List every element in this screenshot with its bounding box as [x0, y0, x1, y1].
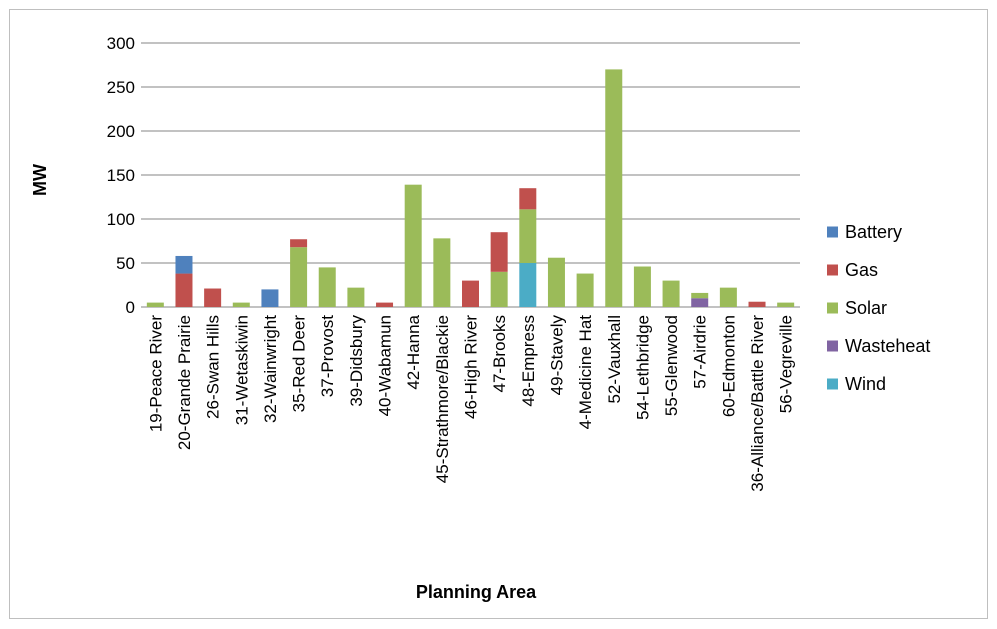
x-tick-label: 54-Lethbridge: [633, 315, 652, 420]
bars: [146, 69, 795, 308]
y-tick-label: 150: [107, 166, 135, 185]
legend-label-solar: Solar: [845, 298, 887, 318]
y-tick-label: 250: [107, 78, 135, 97]
x-tick-label: 57-Airdrie: [691, 315, 710, 389]
bar-solar-14: [547, 257, 565, 307]
x-tick-label: 49-Stavely: [547, 315, 566, 396]
x-tick-label: 52-Vauxhall: [605, 315, 624, 404]
x-tick-label: 39-Didsbury: [347, 315, 366, 407]
bar-solar-6: [318, 267, 336, 307]
x-axis-title: Planning Area: [416, 582, 537, 602]
x-tick-label: 4-Medicine Hat: [576, 315, 595, 430]
y-tick-label: 0: [126, 298, 135, 317]
legend-swatch-battery: [827, 226, 838, 238]
x-tick-label: 42-Hanna: [404, 314, 423, 389]
x-tick-label: 46-High River: [462, 315, 481, 419]
bar-solar-17: [633, 266, 651, 307]
x-tick-labels: 19-Peace River 20-Grande Prairie 26-Swan H…: [146, 314, 795, 491]
x-tick-label: 47-Brooks: [490, 315, 509, 392]
bar-gas-12: [490, 232, 508, 272]
x-tick-label: 20-Grande Prairie: [175, 315, 194, 450]
bar-gas-11: [462, 280, 479, 307]
x-tick-label: 40-Wabamun: [376, 315, 395, 416]
legend-swatch-wind: [827, 378, 838, 390]
bar-solar-15: [576, 273, 594, 307]
x-tick-label: 55-Glenwood: [662, 315, 681, 416]
bar-solar-0: [146, 302, 164, 307]
bar-solar-20: [719, 287, 737, 307]
x-tick-label: 19-Peace River: [146, 315, 165, 433]
y-tick-label: 200: [107, 122, 135, 141]
gridlines: [141, 42, 800, 308]
x-tick-label: 35-Red Deer: [290, 315, 309, 413]
bar-wind-13: [519, 263, 537, 307]
bar-solar-7: [347, 287, 365, 307]
bar-battery-4: [261, 289, 279, 307]
x-tick-label: 26-Swan Hills: [204, 315, 223, 419]
x-tick-label: 48-Empress: [519, 315, 538, 407]
x-tick-label: 36-Alliance/Battle River: [748, 315, 767, 492]
legend-label-gas: Gas: [845, 260, 878, 280]
bar-solar-18: [662, 280, 680, 307]
legend: Battery Gas Solar Wasteheat Wind: [827, 222, 930, 394]
x-tick-label: 31-Wetaskiwin: [232, 315, 251, 425]
bar-solar-5: [290, 247, 308, 307]
bar-gas-2: [204, 288, 222, 307]
bar-gas-13: [519, 188, 537, 210]
y-axis-title: MW: [30, 164, 50, 196]
bar-solar-12: [490, 271, 508, 307]
legend-swatch-gas: [827, 264, 838, 276]
chart-frame: 0 50 100 150 200 250 300 19-Peace River 20-Gran…: [9, 9, 988, 619]
bar-gas-5: [290, 239, 308, 248]
bar-solar-3: [232, 302, 250, 307]
stacked-bar-chart: 0 50 100 150 200 250 300 19-Peace River 20-Gran…: [30, 34, 930, 602]
x-tick-label: 56-Vegreville: [777, 315, 796, 413]
bar-solar-19: [691, 292, 709, 299]
y-tick-label: 100: [107, 210, 135, 229]
legend-label-wasteheat: Wasteheat: [845, 336, 930, 356]
bar-solar-13: [519, 209, 537, 263]
bar-solar-22: [777, 302, 795, 307]
bar-gas-21: [748, 301, 766, 307]
y-tick-labels: 0 50 100 150 200 250 300: [107, 34, 135, 317]
y-tick-label: 50: [116, 254, 135, 273]
x-tick-label: 60-Edmonton: [719, 315, 738, 417]
bar-gas-1: [175, 273, 193, 307]
legend-label-battery: Battery: [845, 222, 902, 242]
bar-gas-8: [376, 302, 394, 307]
legend-swatch-solar: [827, 302, 838, 314]
legend-swatch-wasteheat: [827, 340, 838, 352]
bar-battery-1: [175, 255, 193, 274]
x-tick-label: 45-Strathmore/Blackie: [433, 315, 452, 483]
bar-solar-9: [404, 184, 422, 307]
x-tick-label: 37-Provost: [318, 315, 337, 397]
legend-label-wind: Wind: [845, 374, 886, 394]
y-tick-label: 300: [107, 34, 135, 53]
x-tick-label: 32-Wainwright: [261, 315, 280, 423]
bar-solar-10: [433, 238, 451, 307]
bar-wasteheat-19: [691, 298, 709, 307]
bar-solar-16: [605, 69, 623, 308]
